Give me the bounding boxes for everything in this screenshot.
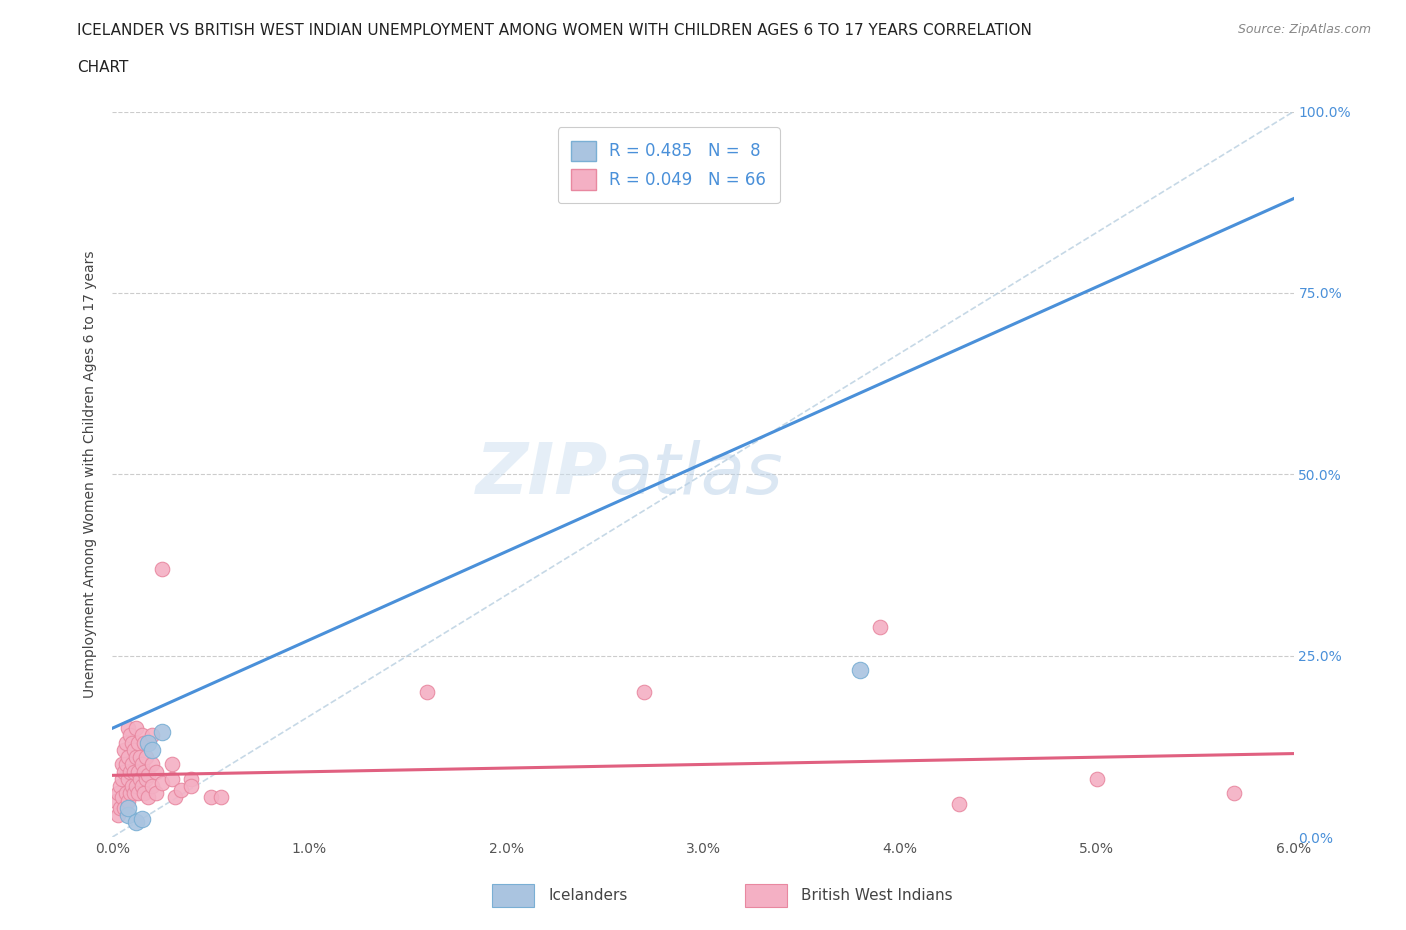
Point: [129, 772, 152, 787]
Point: [122, 786, 145, 801]
Point: [129, 750, 152, 764]
Point: [125, 778, 148, 793]
Point: [115, 786, 138, 801]
Point: [112, 801, 135, 816]
Point: [105, 793, 128, 808]
Text: atlas: atlas: [609, 440, 783, 509]
Point: [141, 728, 163, 743]
Point: [125, 721, 148, 736]
Point: [117, 772, 139, 787]
Point: [170, 782, 193, 797]
Text: ZIP: ZIP: [477, 440, 609, 509]
Point: [131, 728, 153, 743]
Point: [117, 750, 139, 764]
Point: [107, 786, 129, 801]
Point: [150, 776, 173, 790]
Point: [117, 793, 139, 808]
Point: [141, 778, 163, 793]
Point: [633, 684, 655, 699]
Point: [132, 786, 155, 801]
Point: [122, 742, 145, 757]
Point: [121, 736, 143, 751]
Point: [136, 768, 159, 783]
Point: [111, 757, 134, 772]
Point: [110, 778, 132, 793]
Point: [117, 801, 139, 816]
Point: [125, 750, 148, 764]
Point: [136, 790, 159, 804]
Point: [125, 815, 148, 830]
Point: [127, 764, 149, 779]
Text: Icelanders: Icelanders: [548, 887, 627, 903]
Point: [131, 811, 153, 827]
Point: [948, 797, 970, 812]
Point: [131, 778, 153, 793]
Legend: R = 0.485   N =  8, R = 0.049   N = 66: R = 0.485 N = 8, R = 0.049 N = 66: [558, 127, 780, 203]
Point: [107, 808, 129, 823]
Point: [111, 772, 134, 787]
Point: [209, 790, 232, 804]
Point: [112, 764, 135, 779]
Point: [117, 721, 139, 736]
Point: [132, 764, 155, 779]
Point: [111, 790, 134, 804]
Point: [117, 808, 139, 823]
Point: [127, 736, 149, 751]
Y-axis label: Unemployment Among Women with Children Ages 6 to 17 years: Unemployment Among Women with Children A…: [83, 250, 97, 698]
Point: [121, 757, 143, 772]
Point: [115, 736, 138, 751]
Point: [180, 772, 202, 787]
Point: [160, 757, 183, 772]
Point: [145, 764, 167, 779]
Point: [121, 778, 143, 793]
Point: [132, 736, 155, 751]
Point: [115, 757, 138, 772]
Point: [135, 750, 157, 764]
Point: [416, 684, 439, 699]
Text: ICELANDER VS BRITISH WEST INDIAN UNEMPLOYMENT AMONG WOMEN WITH CHILDREN AGES 6 T: ICELANDER VS BRITISH WEST INDIAN UNEMPLO…: [77, 23, 1032, 38]
Point: [120, 764, 142, 779]
Point: [141, 742, 163, 757]
Point: [869, 619, 891, 634]
Point: [120, 728, 142, 743]
Point: [160, 772, 183, 787]
Point: [112, 742, 135, 757]
Point: [110, 801, 132, 816]
Text: Source: ZipAtlas.com: Source: ZipAtlas.com: [1237, 23, 1371, 36]
Point: [150, 561, 173, 576]
Point: [131, 757, 153, 772]
Point: [120, 786, 142, 801]
Point: [1085, 772, 1108, 787]
Point: [165, 790, 187, 804]
Point: [141, 757, 163, 772]
Point: [200, 790, 222, 804]
Point: [136, 736, 159, 751]
Point: [150, 724, 173, 739]
Point: [135, 772, 157, 787]
Point: [1223, 786, 1246, 801]
Text: CHART: CHART: [77, 60, 129, 75]
Point: [145, 786, 167, 801]
Point: [122, 764, 145, 779]
Point: [849, 663, 872, 678]
Point: [127, 786, 149, 801]
Point: [180, 778, 202, 793]
Text: British West Indians: British West Indians: [801, 887, 953, 903]
